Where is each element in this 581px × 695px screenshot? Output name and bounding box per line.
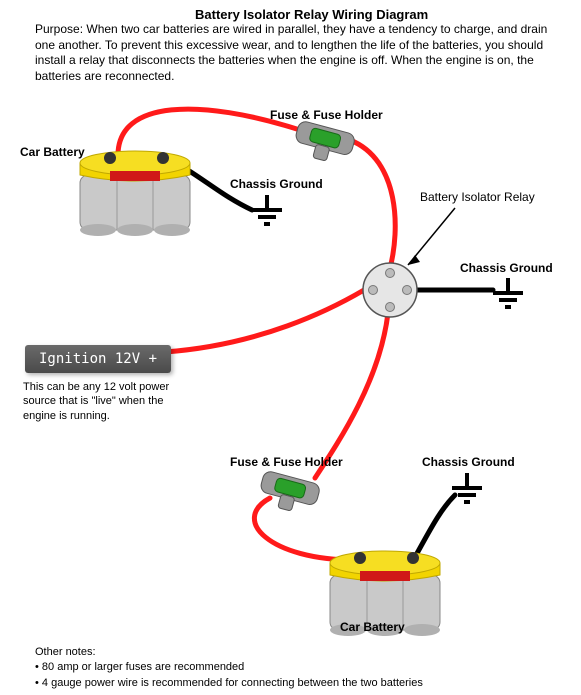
ground-icon [493,278,523,307]
notes-line: • 4 gauge power wire is recommended for … [35,676,423,691]
ignition-caption: This can be any 12 volt power source tha… [23,380,193,423]
ignition-badge: Ignition 12V + [25,345,171,373]
arrow-head [408,255,420,265]
battery-icon [80,151,190,236]
notes-title: Other notes: [35,645,423,660]
ground1-label: Chassis Ground [230,177,323,191]
battery1-label: Car Battery [20,145,85,159]
wire-hot [254,498,355,560]
ground-icon [452,473,482,502]
other-notes: Other notes: • 80 amp or larger fuses ar… [35,645,423,691]
ground3-label: Chassis Ground [422,455,515,469]
relay-label: Battery Isolator Relay [420,190,535,204]
fuse-holder-icon [291,120,356,167]
fuse1-label: Fuse & Fuse Holder [270,108,383,122]
wire-hot [350,140,395,268]
ground-icon [252,195,282,224]
arrow-line [408,208,455,265]
ground2-label: Chassis Ground [460,261,553,275]
fuse-holder-icon [256,470,321,517]
wire-ground [415,495,455,557]
battery2-label: Car Battery [340,620,405,634]
relay-icon [363,263,417,317]
fuse2-label: Fuse & Fuse Holder [230,455,343,469]
diagram-purpose: Purpose: When two car batteries are wire… [35,22,555,84]
notes-line: • 80 amp or larger fuses are recommended [35,660,423,675]
diagram-title: Battery Isolator Relay Wiring Diagram [195,7,428,22]
wire-hot [165,290,364,352]
wire-hot [315,313,388,478]
